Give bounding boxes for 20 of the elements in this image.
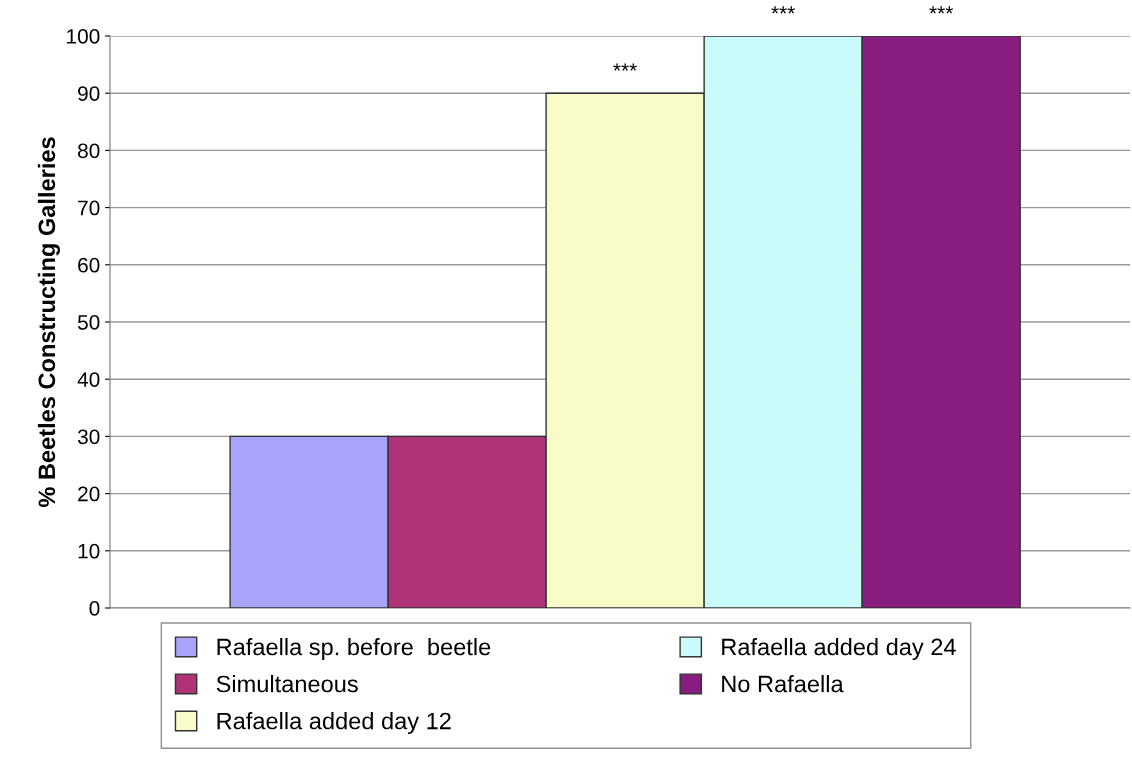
y-tick-label: 80 bbox=[78, 143, 100, 159]
y-tick-label: 70 bbox=[78, 200, 100, 216]
annotation: *** bbox=[771, 6, 795, 14]
y-tick-label: 100 bbox=[67, 29, 100, 44]
legend-label: No Rafaella bbox=[722, 675, 844, 693]
y-tick-label: 40 bbox=[77, 372, 100, 387]
y-tick-label: 60 bbox=[78, 257, 100, 273]
y-tick-label: 90 bbox=[78, 86, 100, 101]
legend-label: Rafaella added day 12 bbox=[217, 712, 451, 735]
annotation: *** bbox=[613, 63, 637, 71]
y-tick-label: 20 bbox=[78, 486, 100, 502]
y-tick-label: 0 bbox=[89, 601, 100, 616]
y-tick-label: 10 bbox=[78, 543, 100, 559]
legend-label: Rafaella added day 24 bbox=[722, 638, 956, 661]
y-tick-label: 50 bbox=[77, 315, 100, 330]
y-tick-label: 30 bbox=[77, 429, 100, 445]
legend-label: Simultaneous bbox=[216, 675, 358, 693]
legend-label: Rafaella sp. before beetle bbox=[217, 638, 491, 661]
annotation: *** bbox=[929, 6, 953, 14]
y-axis-title: % Beetles Constructing Galleries bbox=[37, 137, 60, 508]
